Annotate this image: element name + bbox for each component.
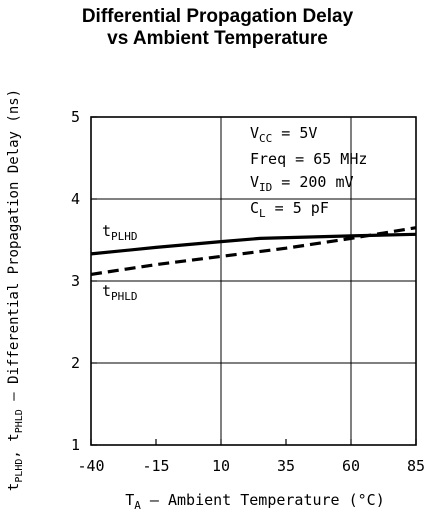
x-tick-label: 85 (407, 457, 425, 475)
axis-ticks: -40 -15 10 35 60 85 1 2 3 4 5 (71, 108, 425, 475)
annotation-cl: CL = 5 pF (250, 199, 329, 220)
y-tick-label: 4 (71, 190, 80, 208)
annotation-vid-main: V (250, 173, 259, 191)
series-lines (90, 226, 417, 276)
annotation-vid: VID = 200 mV (250, 173, 354, 194)
x-axis-label: TA – Ambient Temperature (°C) (125, 491, 385, 512)
chart-title: Differential Propagation Delay vs Ambien… (0, 6, 435, 50)
grid-lines (91, 117, 416, 445)
series-label-tplhd-main: t (102, 222, 111, 240)
series-label-tplhd-sub: PLHD (111, 230, 138, 243)
y-tick-label: 2 (71, 354, 80, 372)
annotation-vid-rest: = 200 mV (272, 173, 353, 191)
y-tick-label: 1 (71, 436, 80, 454)
y-axis-label-s1: PLHD (14, 459, 25, 483)
x-tick-label: 10 (212, 457, 230, 475)
x-axis-label-rest: – Ambient Temperature (°C) (141, 491, 385, 509)
y-axis-label: tPLHD, tPHLD – Differential Propagation … (6, 89, 25, 491)
x-tick-label: 35 (277, 457, 295, 475)
series-label-tphld-sub: PHLD (111, 290, 138, 303)
y-axis-label-s2: PHLD (14, 409, 25, 433)
y-tick-label: 3 (71, 272, 80, 290)
series-label-tphld: tPHLD (102, 282, 138, 303)
annotation-vcc-sub: CC (259, 132, 272, 145)
y-axis-label-p2: , t (6, 433, 22, 458)
annotation-vcc-main: V (250, 124, 259, 142)
x-tick-label: 60 (342, 457, 360, 475)
annotation-freq: Freq = 65 MHz (250, 150, 367, 168)
chart-title-line2: vs Ambient Temperature (107, 28, 328, 49)
y-tick-label: 5 (71, 108, 80, 126)
x-tick-label: -15 (142, 457, 169, 475)
chart-title-line1: Differential Propagation Delay (81, 6, 354, 27)
y-axis-label-p1: t (6, 483, 22, 491)
series-line-tphld (90, 226, 417, 276)
annotation-freq-main: Freq = 65 MHz (250, 150, 367, 168)
annotation-block: VCC = 5V Freq = 65 MHz VID = 200 mV CL =… (250, 124, 367, 220)
annotation-cl-main: C (250, 199, 259, 217)
annotation-cl-rest: = 5 pF (266, 199, 329, 217)
x-tick-label: -40 (77, 457, 104, 475)
series-label-tplhd: tPLHD (102, 222, 138, 243)
x-axis-label-sub: A (134, 499, 141, 512)
annotation-cl-sub: L (259, 207, 266, 220)
series-label-tphld-main: t (102, 282, 111, 300)
annotation-vcc-rest: = 5V (272, 124, 317, 142)
annotation-vid-sub: ID (259, 181, 272, 194)
annotation-vcc: VCC = 5V (250, 124, 317, 145)
y-axis-label-rest: – Differential Propagation Delay (ns) (6, 89, 22, 409)
x-axis-label-main: T (125, 491, 134, 509)
